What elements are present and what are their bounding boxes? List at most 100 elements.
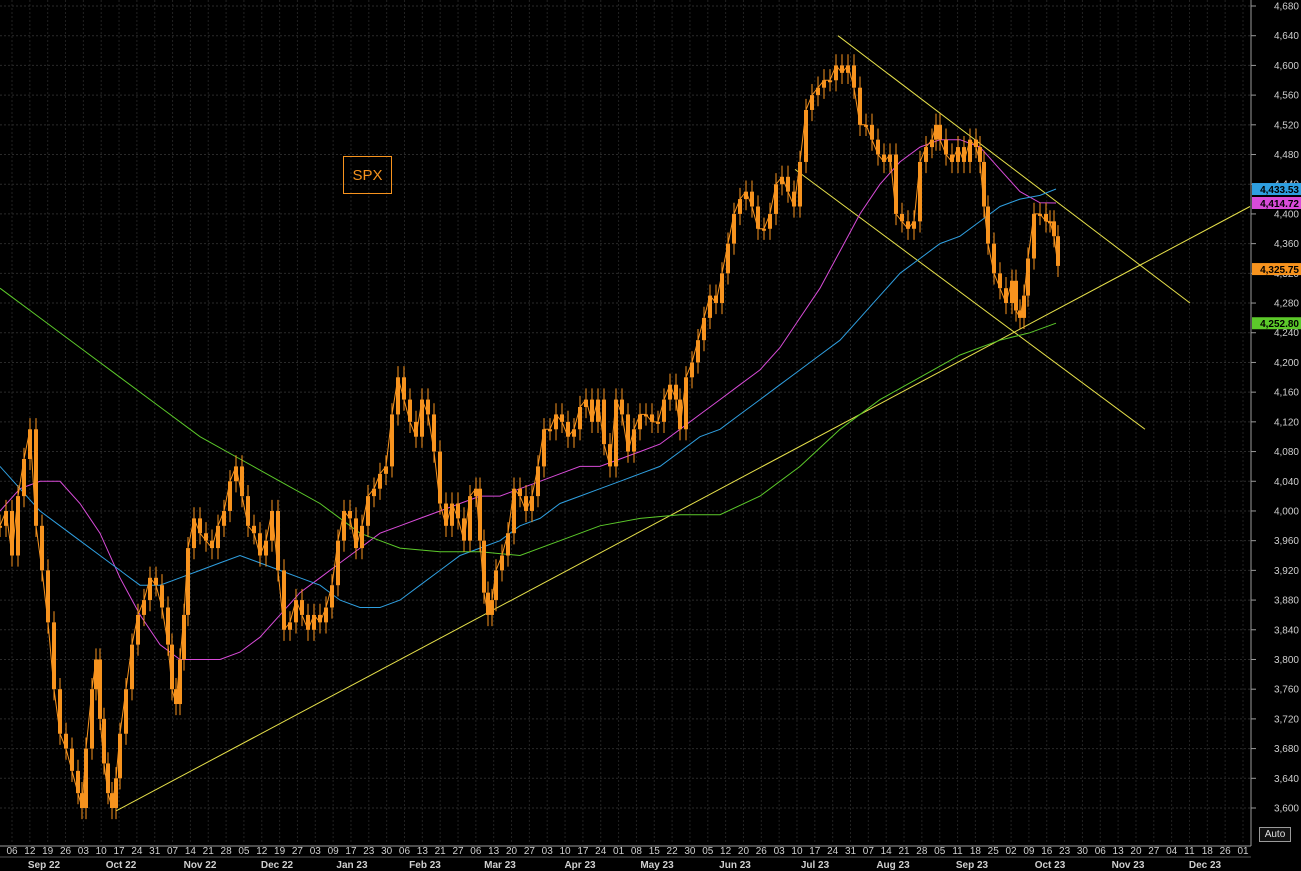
price-bar-body (118, 733, 122, 779)
y-tick-label: 4,400 (1274, 209, 1299, 220)
price-bar-body (276, 510, 280, 571)
x-month-label: Dec 23 (1189, 860, 1222, 871)
x-day-label: 30 (381, 846, 393, 857)
y-tick-label: 4,360 (1274, 239, 1299, 250)
x-day-label: 12 (256, 846, 268, 857)
x-day-label: 25 (988, 846, 1000, 857)
price-bar-body (360, 525, 364, 549)
price-bar-body (192, 518, 196, 549)
price-bar-body (1010, 280, 1014, 304)
trendlines (115, 35, 1251, 812)
price-tag-label: 4,414.72 (1260, 199, 1299, 210)
price-bar-body (396, 377, 400, 415)
price-bar-body (596, 399, 600, 422)
price-bar-body (930, 139, 934, 148)
price-bar-body (462, 518, 466, 541)
price-bar-body (366, 496, 370, 526)
x-month-label: May 23 (640, 860, 674, 871)
price-bar-body (1044, 213, 1048, 222)
price-bar-body (426, 399, 430, 415)
price-bar-body (1032, 213, 1036, 259)
price-bar-body (744, 191, 748, 200)
x-day-label: 14 (881, 846, 893, 857)
price-bar-body (524, 496, 528, 511)
price-bar-body (486, 592, 490, 615)
price-bar-body (372, 488, 376, 497)
price-bar-body (58, 689, 62, 734)
price-bar-body (1022, 295, 1026, 318)
y-tick-label: 4,640 (1274, 31, 1299, 42)
price-bar-body (986, 206, 990, 244)
price-bar-body (170, 644, 174, 690)
price-bar-body (548, 429, 552, 432)
y-tick-label: 3,600 (1274, 804, 1299, 815)
x-day-label: 05 (238, 846, 250, 857)
price-bar-body (10, 510, 14, 556)
price-bar-body (810, 95, 814, 110)
x-month-label: Jan 23 (336, 860, 368, 871)
price-bar-body (456, 503, 460, 519)
price-bar-body (136, 614, 140, 645)
y-tick-label: 4,280 (1274, 299, 1299, 310)
price-bar-body (294, 600, 298, 623)
price-bar-body (22, 458, 26, 497)
x-day-label: 17 (577, 846, 589, 857)
price-bar-body (968, 139, 972, 162)
price-bar-body (252, 525, 256, 534)
price-bar-body (816, 87, 820, 96)
price-bar-body (554, 414, 558, 430)
price-bar-body (342, 510, 346, 541)
price-bar-body (198, 518, 202, 534)
x-day-label: 28 (221, 846, 233, 857)
x-day-label: 09 (328, 846, 340, 857)
x-axis: 06 12 19 26 03 10 17 24 31 07 14 21 28 05 12 19 27 03 09 17… (0, 845, 1251, 871)
price-bar-body (354, 518, 358, 549)
price-bar-body (264, 540, 268, 556)
price-bar-body (834, 65, 838, 81)
x-day-label: 13 (417, 846, 429, 857)
x-day-label: 17 (345, 846, 357, 857)
price-bar-body (106, 763, 110, 794)
price-bar-body (204, 533, 208, 541)
price-bar-body (822, 80, 826, 88)
y-tick-label: 4,200 (1274, 358, 1299, 369)
price-bar-body (300, 600, 304, 615)
price-tag-label: 4,325.75 (1260, 265, 1299, 276)
y-tick-label: 3,960 (1274, 536, 1299, 547)
x-month-label: Mar 23 (484, 860, 516, 871)
auto-scale-button[interactable]: Auto (1259, 827, 1291, 842)
price-bar-body (34, 429, 38, 526)
x-month-label: Nov 23 (1112, 860, 1145, 871)
price-bar-body (330, 585, 334, 608)
price-bar-body (148, 577, 152, 601)
price-bar-body (390, 414, 394, 467)
price-bar-body (216, 525, 220, 549)
price-bar-body (1056, 236, 1060, 266)
price-tags: 4,433.53 4,414.72 4,325.75 4,252.80 (1252, 183, 1301, 330)
price-bar-body (876, 139, 880, 155)
price-bar-body (130, 644, 134, 690)
x-month-label: Oct 22 (106, 860, 137, 871)
price-bar-body (786, 176, 790, 192)
price-bar-body (420, 399, 424, 437)
x-day-label: 05 (934, 846, 946, 857)
price-bar-body (590, 399, 594, 422)
x-day-label: 24 (827, 846, 839, 857)
price-bar-body (626, 414, 630, 452)
price-bar-body (478, 488, 482, 541)
x-day-label: 27 (452, 846, 464, 857)
x-day-label: 28 (916, 846, 928, 857)
x-month-label: Aug 23 (876, 860, 910, 871)
price-bar-body (336, 540, 340, 586)
price-bar-body (444, 503, 448, 526)
x-day-label: 21 (435, 846, 447, 857)
price-bar-body (166, 607, 170, 645)
moving-average-line (0, 287, 1057, 557)
y-tick-label: 4,480 (1274, 150, 1299, 161)
x-month-label: Sep 23 (956, 860, 989, 871)
price-bar-body (518, 488, 522, 497)
price-bar-body (210, 540, 214, 549)
x-day-label: 11 (1184, 846, 1195, 857)
x-day-label: 27 (292, 846, 304, 857)
price-bar-body (182, 614, 186, 660)
